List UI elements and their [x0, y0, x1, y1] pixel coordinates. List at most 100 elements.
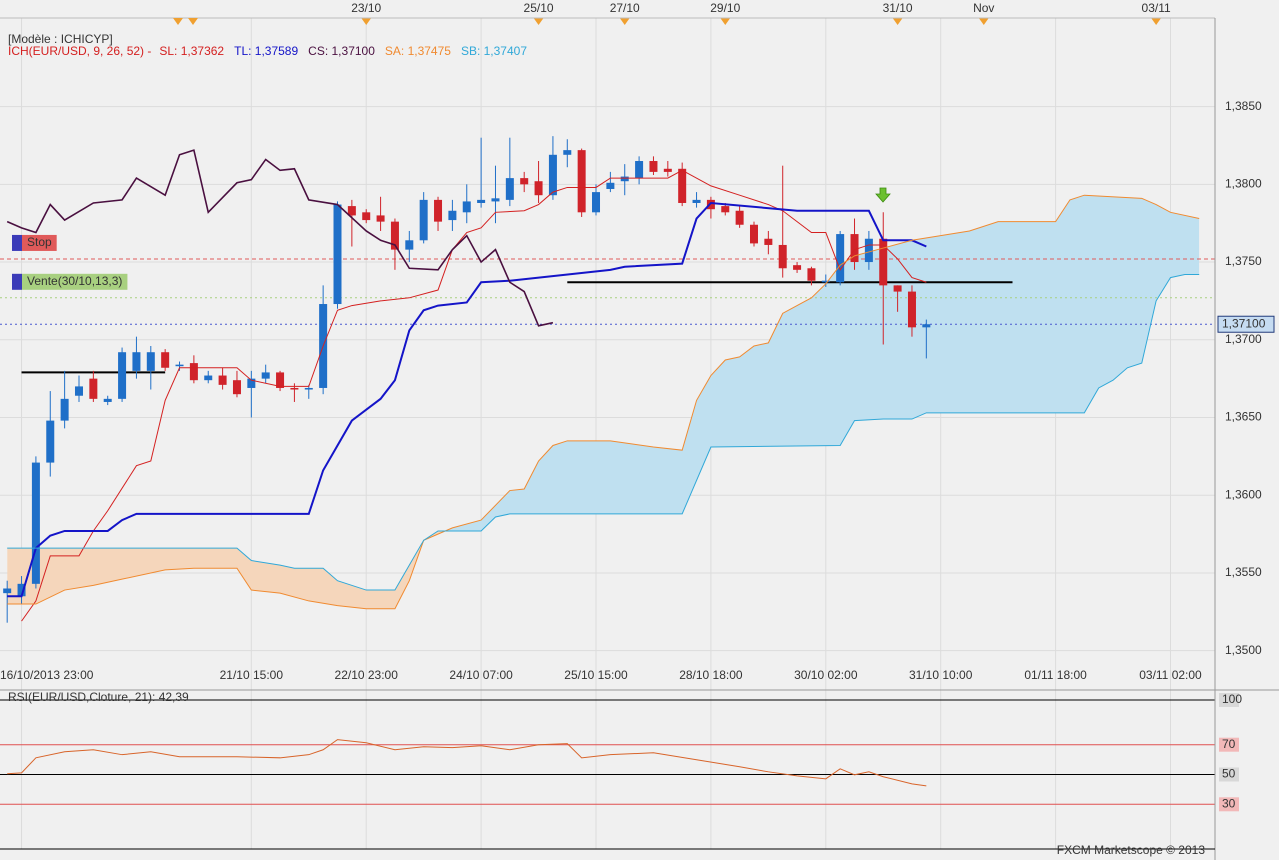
event-marker — [619, 18, 630, 25]
x-tick-label: 16/10/2013 23:00 — [0, 668, 94, 682]
candle-body — [31, 462, 40, 584]
candle-body — [907, 291, 916, 328]
level-box — [22, 273, 128, 290]
last-price-box — [1217, 315, 1275, 333]
rsi-tick-label: 30 — [1222, 796, 1236, 810]
candle-body — [304, 387, 313, 390]
candle-body — [103, 398, 112, 402]
footer: FXCM Marketscope © 2013 — [1057, 843, 1206, 857]
level-handle — [12, 234, 22, 251]
candle-body — [620, 176, 629, 182]
candle-body — [606, 182, 615, 189]
candle-body — [175, 364, 184, 367]
candle-body — [204, 375, 213, 381]
x-tick-label: 03/11 02:00 — [1139, 668, 1202, 682]
candle-body — [764, 238, 773, 245]
legend-entry: SL: 1,37362 — [159, 44, 224, 58]
event-marker — [892, 18, 903, 25]
candle-body — [721, 206, 730, 213]
candle-body — [548, 154, 557, 196]
legend-entry: CS: 1,37100 — [308, 44, 375, 58]
candle-body — [232, 380, 241, 395]
candle-body — [563, 150, 572, 155]
rsi-line — [7, 739, 927, 787]
event-marker — [720, 18, 731, 25]
candle-body — [60, 398, 69, 421]
y-tick-label: 1,3700 — [1225, 332, 1262, 346]
candle-body — [893, 285, 902, 292]
model-label: [Modèle : ICHICYP] — [8, 32, 113, 46]
rsi-title: RSI(EUR/USD,Cloture, 21): 42,39 — [8, 690, 189, 704]
y-tick-label: 1,3550 — [1225, 565, 1262, 579]
event-marker — [533, 18, 544, 25]
candle-body — [778, 244, 787, 269]
rsi-tick-label: 50 — [1222, 767, 1236, 781]
level-tag: Vente(30/10,13,3) — [12, 273, 128, 290]
rsi-panel: 30 50 70 100 — [0, 692, 1242, 812]
candle-body — [276, 372, 285, 388]
y-tick-label: 1,3600 — [1225, 487, 1262, 501]
indicator-line — [7, 273, 1200, 591]
indicator-name: ICH(EUR/USD, 9, 26, 52) - — [8, 44, 151, 58]
candle-body — [534, 181, 543, 196]
event-marker — [978, 18, 989, 25]
candle-body — [434, 199, 443, 222]
candle-body — [678, 168, 687, 203]
candle-body — [649, 161, 658, 172]
candle-body — [477, 199, 486, 203]
legend-entry: SA: 1,37475 — [385, 44, 451, 58]
candle-body — [161, 352, 170, 368]
x-tick-label: 28/10 18:00 — [679, 668, 743, 682]
candle-body — [390, 221, 399, 250]
candle-body — [577, 150, 586, 213]
candle-body — [333, 204, 342, 305]
candle-body — [793, 265, 802, 270]
rsi-tick-box — [1219, 767, 1239, 782]
event-marker — [361, 18, 372, 25]
x-tick-label: 24/10 07:00 — [449, 668, 513, 682]
candle-body — [850, 234, 859, 263]
candle-body — [592, 192, 601, 213]
candle-body — [46, 420, 55, 463]
level-label: Stop — [27, 235, 52, 249]
rsi-tick-label: 70 — [1222, 737, 1236, 751]
x-tick-label: 25/10 15:00 — [564, 668, 628, 682]
x-tick-label: 30/10 02:00 — [794, 668, 858, 682]
candle-body — [663, 168, 672, 172]
legend-entry: SB: 1,37407 — [461, 44, 527, 58]
candle-body — [735, 210, 744, 225]
candle-body — [419, 199, 428, 241]
cloud-bullish — [7, 195, 1200, 609]
legend-entry: TL: 1,37589 — [234, 44, 298, 58]
rsi-tick-box — [1219, 797, 1239, 812]
candle-body — [462, 201, 471, 213]
top-date-label: 31/10 — [883, 1, 913, 15]
y-tick-label: 1,3850 — [1225, 99, 1262, 113]
candle-body — [879, 238, 888, 286]
candle-body — [146, 352, 155, 371]
candle-body — [118, 352, 127, 399]
level-tag: Stop — [12, 234, 57, 251]
level-handle — [12, 273, 22, 290]
top-date-label: 25/10 — [524, 1, 554, 15]
event-marker — [188, 18, 198, 25]
candle-body — [448, 210, 457, 221]
overlay: [Modèle : ICHICYP] ICH(EUR/USD, 9, 26, 5… — [0, 17, 1279, 860]
event-marker — [1151, 18, 1162, 25]
candle-body — [347, 206, 356, 216]
top-date-label: 29/10 — [710, 1, 740, 15]
candle-body — [74, 386, 83, 396]
candle-body — [491, 198, 500, 202]
candle-body — [247, 378, 256, 388]
level-box — [22, 234, 57, 251]
candle-body — [290, 387, 299, 390]
indicator-line — [6, 149, 554, 327]
candle-body — [635, 161, 644, 179]
candle-body — [922, 324, 931, 328]
candle-body — [17, 583, 26, 597]
candle-body — [189, 363, 198, 381]
candle-body — [405, 240, 414, 250]
y-tick-label: 1,3750 — [1225, 254, 1262, 268]
candle-body — [218, 375, 227, 385]
candle-body — [821, 280, 830, 283]
